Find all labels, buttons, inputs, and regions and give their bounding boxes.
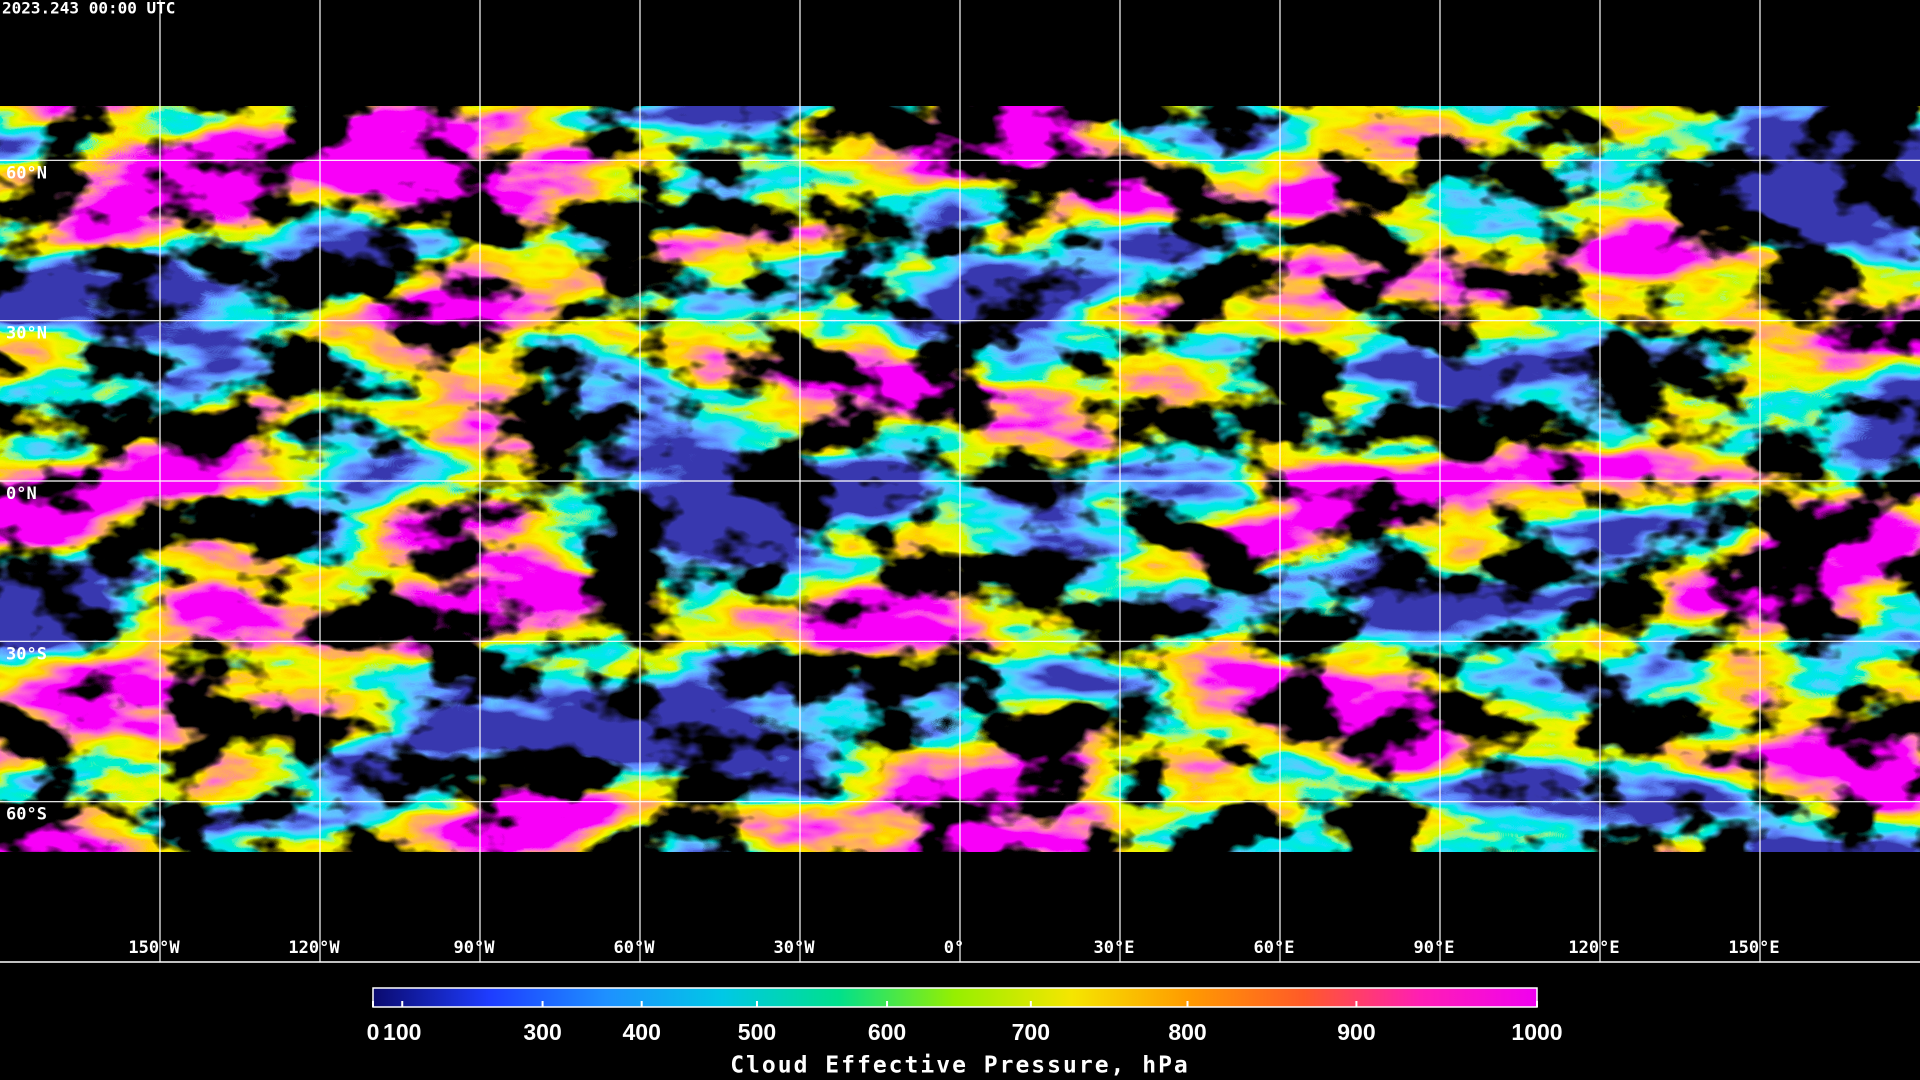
latitude-label: 60°N [6,163,47,183]
colorbar-tick-label: 700 [1012,1019,1050,1045]
longitude-label: 90°W [454,938,496,958]
colorbar-tick-label: 600 [868,1019,906,1045]
longitude-label: 30°E [1094,938,1135,958]
longitude-label: 150°W [128,938,180,958]
colorbar: 0 100 300 400 500 600 700 800 900 1000 [367,987,1563,1045]
colorbar-tick-label: 400 [623,1019,661,1045]
latitude-label: 30°N [6,324,47,344]
longitude-label: 60°E [1254,938,1295,958]
timestamp: 2023.243 00:00 UTC [2,0,175,18]
colorbar-tick-label: 500 [738,1019,776,1045]
latitude-label: 60°S [6,805,47,825]
colorbar-title: Cloud Effective Pressure, hPa [730,1053,1190,1079]
colorbar-tick-label: 100 [383,1019,421,1045]
colorbar-gradient [372,987,1538,1008]
longitude-label: 150°E [1728,938,1779,958]
graticule: 60°N 30°N 0°N 30°S 60°S 150°W 120°W 90°W 60°W 30°… [0,0,1920,963]
longitude-label: 30°W [774,938,816,958]
latitude-label: 30°S [6,644,47,664]
colorbar-tick-label: 300 [523,1019,561,1045]
longitude-label: 0° [944,938,964,958]
longitude-label: 120°W [288,938,340,958]
colorbar-tick-label: 900 [1337,1019,1375,1045]
colorbar-tick-label: 800 [1168,1019,1206,1045]
colorbar-tick-label: 1000 [1511,1019,1562,1045]
colorbar-tick-label: 0 [367,1019,380,1045]
longitude-label: 120°E [1568,938,1619,958]
longitude-label: 90°E [1414,938,1455,958]
latitude-label: 0°N [6,484,37,504]
longitude-label: 60°W [614,938,656,958]
